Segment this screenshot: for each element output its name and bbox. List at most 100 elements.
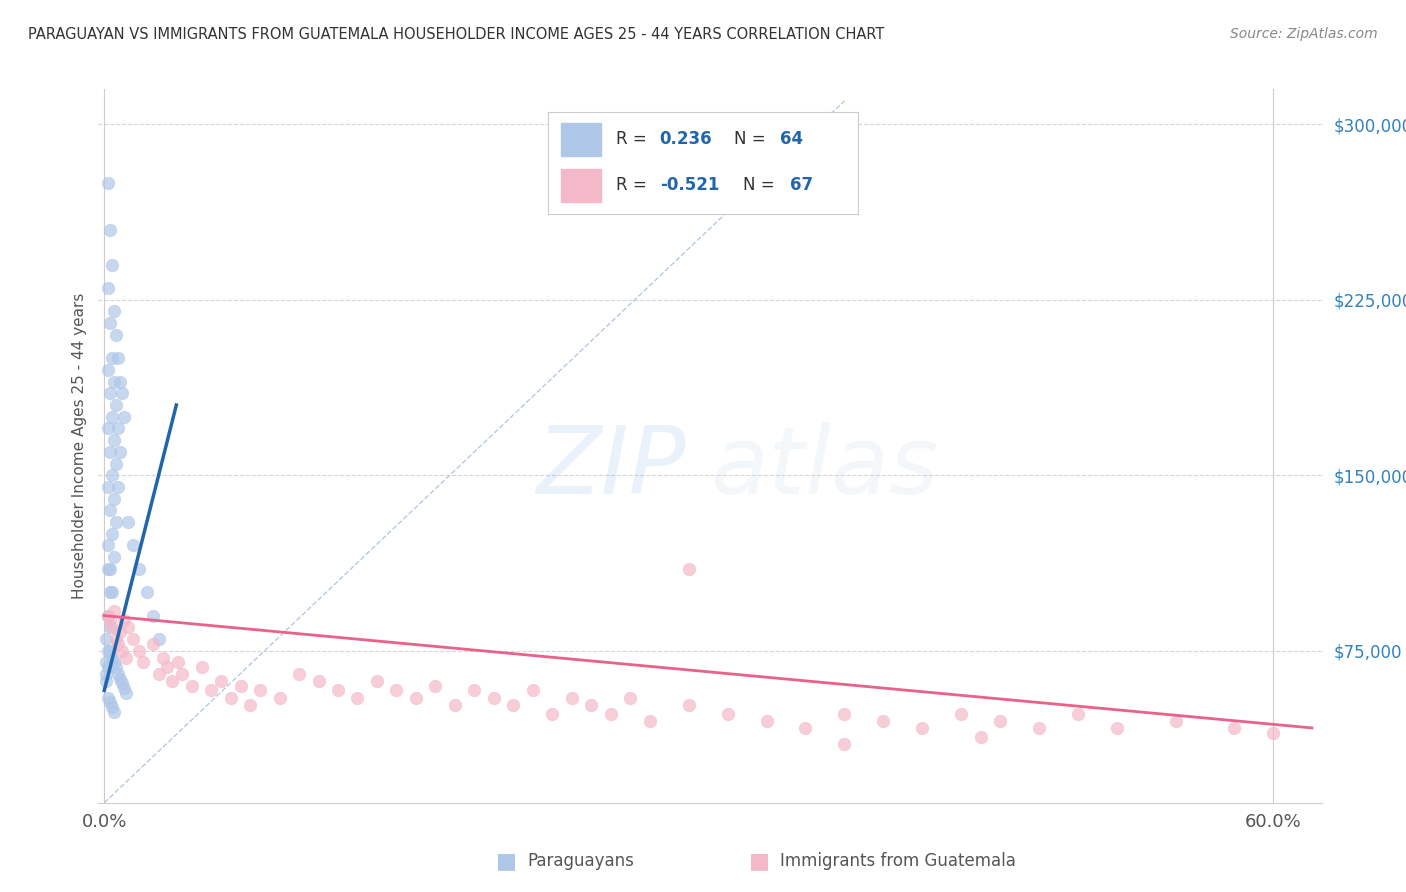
Point: [249, 683, 271, 698]
Point: [463, 683, 485, 698]
Point: [142, 608, 165, 623]
Point: [101, 526, 124, 541]
Point: [104, 632, 127, 646]
Point: [103, 491, 125, 506]
Point: [96, 667, 118, 681]
Point: [229, 679, 252, 693]
Point: [755, 714, 778, 728]
Point: [200, 683, 222, 698]
Point: [269, 690, 291, 705]
Point: [104, 457, 127, 471]
Point: [911, 721, 934, 735]
Point: [502, 698, 524, 712]
Point: [152, 650, 174, 665]
Point: [716, 706, 738, 721]
Point: [103, 656, 125, 670]
Point: [541, 706, 564, 721]
Point: [101, 699, 124, 714]
Text: 67: 67: [790, 177, 813, 194]
Text: atlas: atlas: [710, 422, 938, 513]
Point: [97, 660, 120, 674]
Text: N =: N =: [734, 130, 770, 148]
Text: 0.236: 0.236: [659, 130, 713, 148]
Point: [834, 737, 856, 751]
Point: [219, 690, 242, 705]
Point: [104, 515, 127, 529]
Point: [132, 656, 155, 670]
Point: [114, 650, 136, 665]
Point: [1067, 706, 1090, 721]
Point: [98, 644, 121, 658]
Point: [172, 667, 194, 681]
Point: [103, 433, 125, 447]
Point: [190, 660, 212, 674]
Point: [97, 176, 120, 190]
Point: [988, 714, 1011, 728]
Point: [561, 690, 583, 705]
Point: [108, 625, 131, 640]
Point: [96, 656, 118, 670]
Text: R =: R =: [616, 177, 652, 194]
Text: PARAGUAYAN VS IMMIGRANTS FROM GUATEMALA HOUSEHOLDER INCOME AGES 25 - 44 YEARS CO: PARAGUAYAN VS IMMIGRANTS FROM GUATEMALA …: [28, 27, 884, 42]
Point: [678, 698, 700, 712]
Point: [1261, 725, 1284, 739]
Point: [97, 690, 120, 705]
Point: [101, 258, 124, 272]
Point: [619, 690, 641, 705]
Text: ■: ■: [749, 851, 769, 871]
Point: [98, 562, 121, 576]
Point: [97, 281, 120, 295]
Point: [112, 681, 135, 695]
Point: [385, 683, 408, 698]
Point: [1028, 721, 1050, 735]
Point: [162, 674, 184, 689]
Point: [136, 585, 159, 599]
Point: [104, 660, 127, 674]
Point: [346, 690, 368, 705]
Point: [167, 656, 190, 670]
Point: [970, 731, 993, 745]
Point: [128, 562, 150, 576]
Point: [107, 667, 129, 681]
Point: [97, 480, 120, 494]
Point: [142, 637, 165, 651]
Point: [239, 698, 262, 712]
Text: ZIP: ZIP: [536, 422, 686, 513]
Point: [122, 632, 145, 646]
Point: [97, 421, 120, 435]
Point: [180, 679, 202, 693]
Point: [148, 667, 170, 681]
Point: [103, 375, 125, 389]
Point: [209, 674, 232, 689]
Point: [405, 690, 427, 705]
Point: [111, 644, 134, 658]
Point: [1164, 714, 1187, 728]
Text: ■: ■: [496, 851, 516, 871]
Point: [101, 351, 124, 366]
Point: [98, 386, 121, 401]
Point: [1223, 721, 1246, 735]
Point: [101, 650, 124, 665]
Point: [104, 398, 127, 412]
Point: [97, 608, 120, 623]
Point: [98, 620, 121, 634]
Text: -0.521: -0.521: [659, 177, 718, 194]
Point: [108, 672, 131, 686]
Point: [98, 316, 121, 330]
Point: [148, 632, 170, 646]
Point: [117, 515, 139, 529]
Point: [108, 375, 131, 389]
Point: [155, 660, 177, 674]
Point: [97, 363, 120, 377]
Text: N =: N =: [744, 177, 780, 194]
Text: R =: R =: [616, 130, 652, 148]
Text: Immigrants from Guatemala: Immigrants from Guatemala: [780, 852, 1017, 870]
Point: [103, 604, 125, 618]
Point: [579, 698, 602, 712]
Point: [98, 445, 121, 459]
Point: [444, 698, 467, 712]
Point: [326, 683, 349, 698]
Point: [97, 644, 120, 658]
Text: Source: ZipAtlas.com: Source: ZipAtlas.com: [1230, 27, 1378, 41]
Point: [366, 674, 388, 689]
